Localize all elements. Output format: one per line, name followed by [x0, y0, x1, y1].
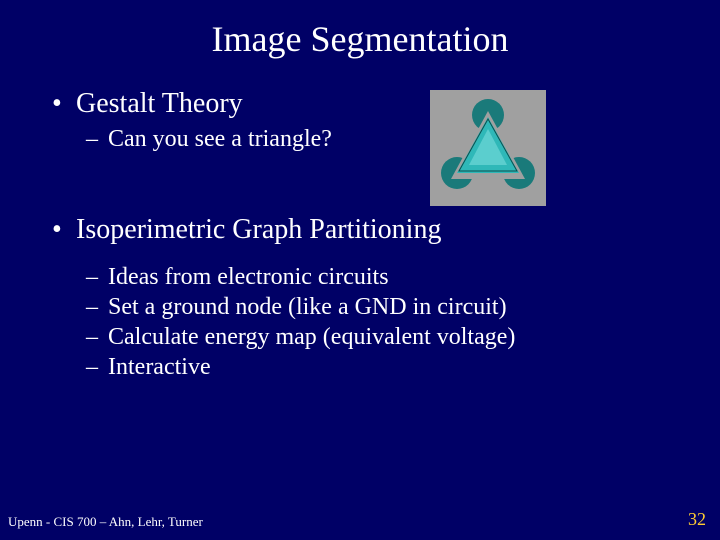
bullet-level-2: – Can you see a triangle? — [86, 126, 680, 153]
bullet-marker: • — [52, 214, 76, 246]
bullet-text: Calculate energy map (equivalent voltage… — [108, 324, 515, 351]
bullet-text: Ideas from electronic circuits — [108, 264, 389, 291]
page-number: 32 — [688, 509, 706, 530]
slide-title: Image Segmentation — [40, 18, 680, 60]
bullet-level-1: • Isoperimetric Graph Partitioning — [52, 214, 680, 246]
spacer — [52, 252, 680, 264]
bullet-level-2: – Calculate energy map (equivalent volta… — [86, 324, 680, 351]
bullet-text: Interactive — [108, 354, 211, 381]
bullet-marker: – — [86, 126, 108, 153]
spacer — [52, 156, 680, 214]
bullet-level-2: – Ideas from electronic circuits — [86, 264, 680, 291]
triangle-illusion-icon — [433, 93, 543, 203]
footer-attribution: Upenn - CIS 700 – Ahn, Lehr, Turner — [8, 514, 203, 530]
bullet-text: Isoperimetric Graph Partitioning — [76, 214, 441, 246]
bullet-level-2: – Set a ground node (like a GND in circu… — [86, 294, 680, 321]
bullet-text: Set a ground node (like a GND in circuit… — [108, 294, 507, 321]
kanizsa-triangle-figure — [430, 90, 546, 206]
bullet-marker: • — [52, 88, 76, 120]
bullet-text: Gestalt Theory — [76, 88, 243, 120]
bullet-marker: – — [86, 294, 108, 321]
bullet-text: Can you see a triangle? — [108, 126, 332, 153]
slide: Image Segmentation • Gestalt Theory – Ca… — [0, 0, 720, 540]
bullet-marker: – — [86, 354, 108, 381]
slide-content: • Gestalt Theory – Can you see a triangl… — [40, 88, 680, 381]
bullet-level-2: – Interactive — [86, 354, 680, 381]
bullet-marker: – — [86, 264, 108, 291]
bullet-level-1: • Gestalt Theory — [52, 88, 680, 120]
bullet-marker: – — [86, 324, 108, 351]
